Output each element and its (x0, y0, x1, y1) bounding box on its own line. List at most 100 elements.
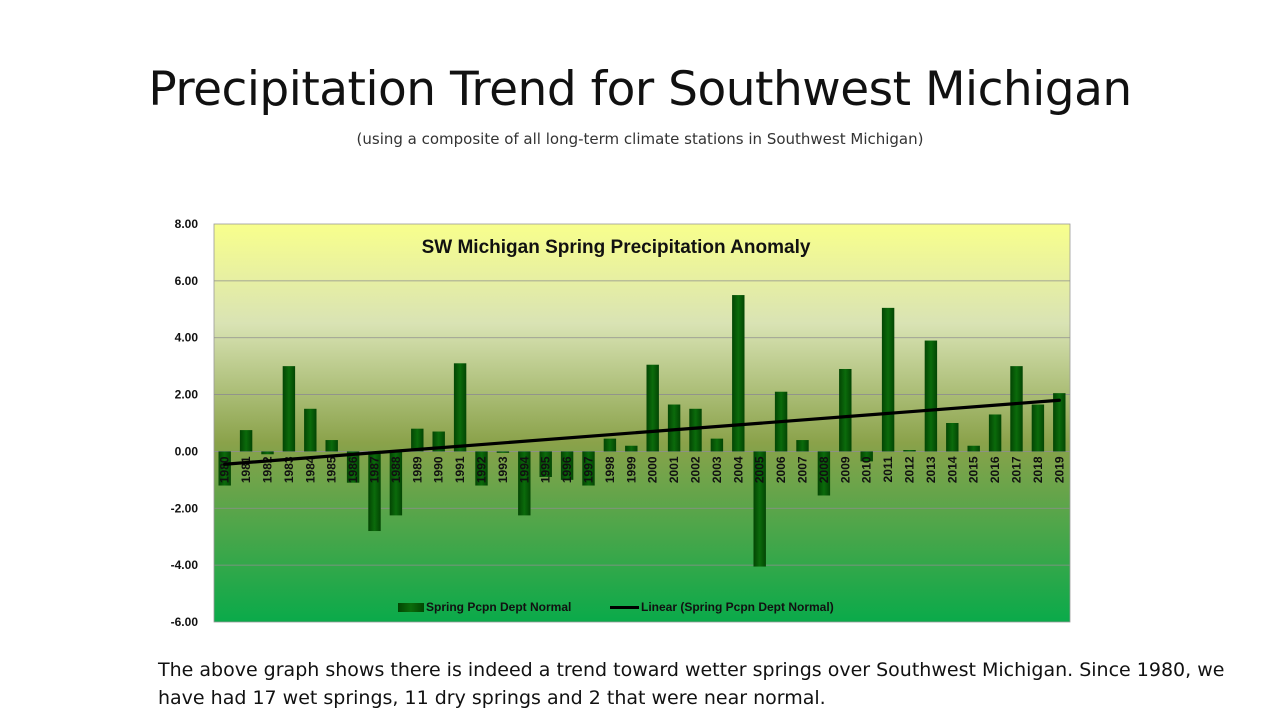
y-tick-label: -4.00 (171, 558, 199, 572)
x-tick-labels: 1980 1981 1982 1983 1984 1985 1986 1987 1988 1989… (218, 456, 1067, 483)
bar-1982 (261, 451, 274, 455)
y-tick-label: 0.00 (175, 444, 199, 458)
x-tick-label: 2011 (881, 456, 895, 482)
bar-2004 (732, 295, 745, 452)
y-tick-label: -6.00 (171, 615, 199, 629)
x-tick-label: 1992 (475, 456, 489, 483)
x-tick-label: 2015 (967, 456, 981, 483)
bar-1998 (603, 438, 617, 452)
x-tick-label: 1991 (453, 456, 467, 483)
bar-2011 (881, 307, 895, 452)
precipitation-chart: 1980 1981 1982 1983 1984 1985 1986 1987 1988 1989… (171, 217, 1071, 629)
x-tick-label: 1990 (432, 456, 446, 483)
legend-trend-label: Linear (Spring Pcpn Dept Normal) (641, 600, 834, 614)
bar-2009 (839, 368, 852, 452)
x-tick-label: 2000 (646, 456, 660, 483)
x-tick-label: 1995 (539, 456, 553, 483)
bar-2014 (946, 423, 959, 452)
x-tick-label: 2005 (753, 456, 767, 483)
bar-2003 (710, 438, 724, 452)
x-tick-label: 2002 (689, 456, 703, 483)
bar-2010 (860, 451, 873, 462)
x-tick-label: 2016 (988, 456, 1002, 483)
bar-1994 (518, 451, 531, 516)
x-tick-label: 2010 (860, 456, 874, 483)
x-tick-label: 2012 (903, 456, 917, 483)
caption-text: The above graph shows there is indeed a … (158, 659, 1225, 709)
x-tick-label: 1980 (218, 456, 232, 483)
bar-2005 (753, 451, 766, 567)
y-tick-label: 8.00 (175, 217, 199, 231)
x-tick-label: 1993 (496, 456, 510, 483)
x-tick-label: 1982 (261, 456, 275, 483)
x-tick-label: 1989 (410, 456, 424, 483)
x-tick-label: 2003 (710, 456, 724, 483)
bar-1999 (625, 445, 638, 452)
bars (218, 295, 1066, 567)
x-tick-label: 2004 (731, 456, 745, 483)
x-tick-label: 2008 (817, 456, 831, 483)
bar-2019 (1053, 393, 1066, 452)
x-tick-label: 2018 (1031, 456, 1045, 483)
x-tick-label: 1988 (389, 456, 403, 483)
x-tick-label: 1998 (603, 456, 617, 483)
x-tick-label: 2013 (924, 456, 938, 483)
x-tick-label: 2007 (796, 456, 810, 483)
bar-1981 (239, 430, 253, 452)
x-tick-label: 1984 (303, 456, 317, 483)
slide-title: Precipitation Trend for Southwest Michig… (148, 62, 1132, 117)
x-tick-label: 2017 (1010, 456, 1024, 483)
bar-1993 (496, 451, 510, 453)
bar-2015 (967, 445, 980, 452)
y-tick-label: 6.00 (175, 274, 199, 288)
bar-1985 (325, 440, 338, 452)
x-tick-label: 1997 (582, 456, 596, 483)
x-tick-label: 2019 (1052, 456, 1066, 483)
y-tick-label: 4.00 (175, 331, 199, 345)
y-tick-label: -2.00 (171, 501, 199, 515)
y-tick-labels: 8.00 6.00 4.00 2.00 0.00 -2.00 -4.00 -6.00 (171, 217, 199, 629)
chart-container: 1980 1981 1982 1983 1984 1985 1986 1987 1988 1989… (150, 210, 1080, 630)
x-tick-label: 2006 (774, 456, 788, 483)
bar-2002 (689, 408, 702, 452)
legend: Spring Pcpn Dept Normal Linear (Spring P… (398, 600, 834, 614)
x-tick-label: 1987 (368, 456, 382, 483)
bar-1980 (218, 451, 231, 486)
bar-1992 (475, 451, 488, 486)
bar-1983 (282, 366, 296, 452)
bar-1996 (560, 451, 574, 480)
x-tick-label: 1999 (624, 456, 638, 483)
bar-2016 (988, 414, 1002, 452)
plot-area (213, 223, 1071, 623)
bar-1986 (346, 451, 360, 483)
bar-1995 (539, 451, 552, 478)
bar-2018 (1031, 404, 1045, 452)
bar-1989 (411, 428, 424, 452)
x-tick-label: 2001 (667, 456, 681, 483)
bar-2007 (796, 440, 809, 452)
slide-subtitle: (using a composite of all long-term clim… (356, 130, 924, 148)
x-tick-label: 2014 (945, 456, 959, 483)
x-tick-label: 1996 (560, 456, 574, 483)
legend-bar-swatch (398, 603, 424, 612)
bar-2013 (924, 340, 938, 452)
bar-1984 (304, 408, 317, 452)
bar-2001 (667, 404, 681, 452)
trendline (223, 398, 1061, 466)
bar-1997 (582, 451, 595, 486)
x-tick-label: 1986 (346, 456, 360, 483)
x-tick-label: 1981 (239, 456, 253, 483)
x-tick-label: 1983 (282, 456, 296, 483)
bar-1988 (389, 451, 403, 516)
x-tick-label: 2009 (838, 456, 852, 483)
bar-1991 (453, 363, 467, 452)
y-tick-label: 2.00 (175, 388, 199, 402)
bar-2008 (817, 451, 831, 496)
bar-2012 (903, 450, 916, 452)
trendline-layer (223, 398, 1061, 466)
legend-bar-label: Spring Pcpn Dept Normal (426, 600, 571, 614)
x-tick-label: 1994 (517, 456, 531, 483)
chart-title: SW Michigan Spring Precipitation Anomaly (422, 237, 811, 258)
bar-2017 (1010, 366, 1023, 452)
x-tick-label: 1985 (325, 456, 339, 483)
